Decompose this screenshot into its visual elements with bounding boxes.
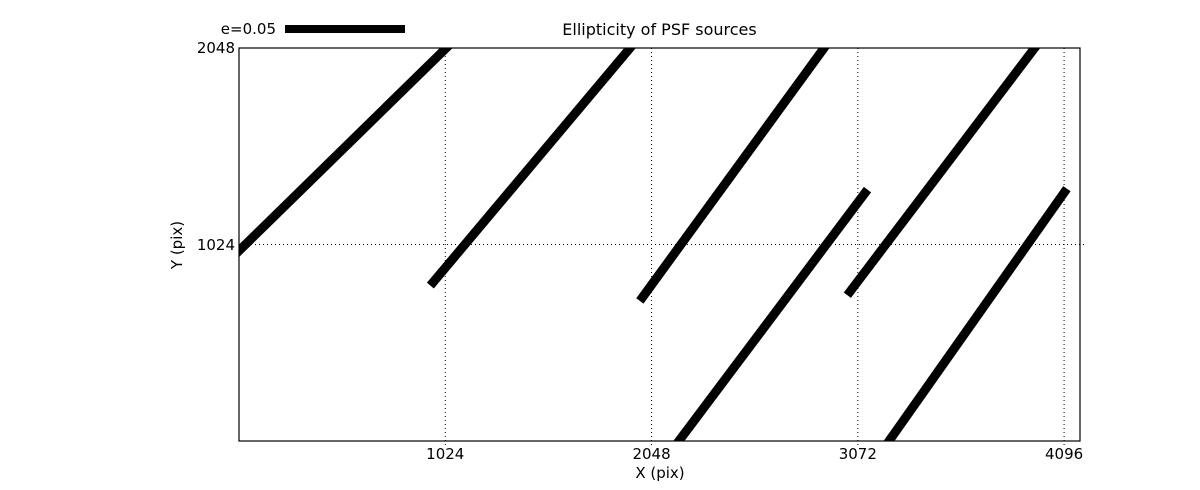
- ellipticity-whisker-4: [673, 186, 872, 441]
- x-tick-label-4096: 4096: [1044, 445, 1084, 463]
- x-tick-label-1024: 1024: [426, 445, 465, 463]
- ellipticity-whisker-6: [883, 186, 1071, 441]
- legend-label: e=0.05: [220, 20, 276, 38]
- ellipticity-whisker-1: [239, 48, 453, 258]
- ellipticity-whiskers: [239, 48, 1071, 441]
- ellipticity-whisker-2: [426, 48, 636, 289]
- y-tick-label-1024: 1024: [196, 235, 235, 254]
- y-tick-label-2048: 2048: [196, 39, 235, 57]
- legend-swatch: [285, 25, 405, 33]
- axes-frame: [238, 47, 1081, 442]
- gridlines: [239, 47, 1086, 445]
- x-tick-label-3072: 3072: [838, 445, 877, 463]
- ellipticity-whisker-5: [843, 48, 1041, 298]
- x-axis-label: X (pix): [635, 464, 685, 482]
- ellipticity-whisker-3: [636, 48, 830, 304]
- plot-title: Ellipticity of PSF sources: [562, 20, 757, 39]
- x-tick-label-2048: 2048: [632, 445, 671, 463]
